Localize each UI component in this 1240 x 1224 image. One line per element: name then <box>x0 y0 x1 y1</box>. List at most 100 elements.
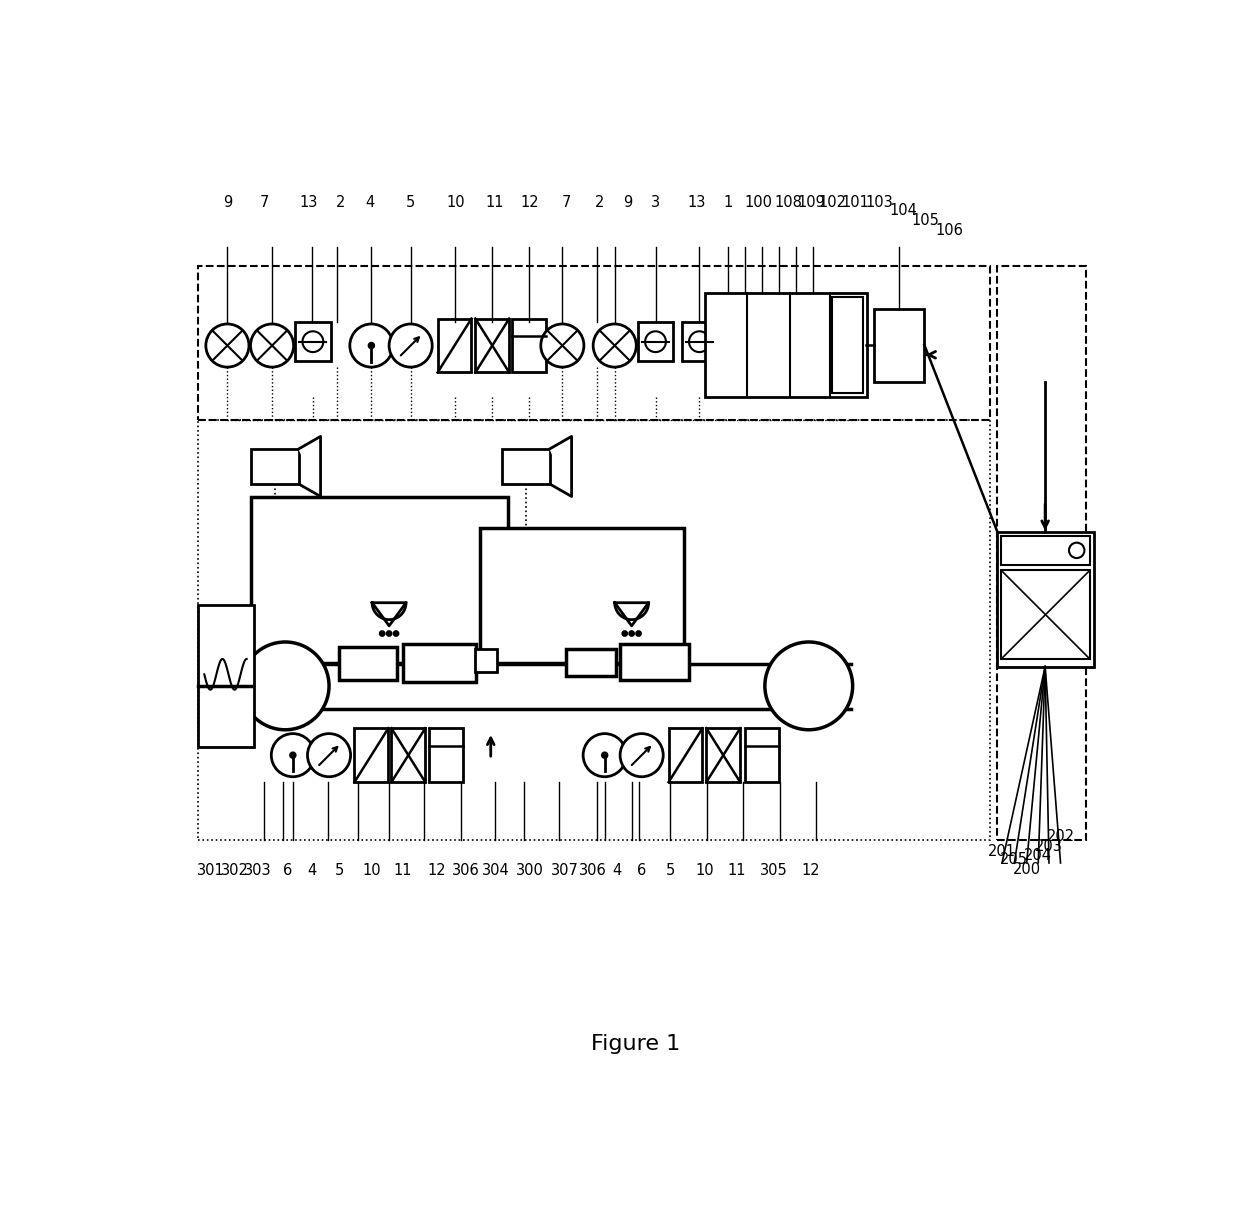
Circle shape <box>622 632 627 635</box>
Bar <box>682 322 717 361</box>
Text: 13: 13 <box>688 195 707 209</box>
Text: 6: 6 <box>637 863 646 878</box>
Bar <box>707 728 740 782</box>
Bar <box>250 497 508 662</box>
Text: 5: 5 <box>666 863 675 878</box>
Circle shape <box>290 753 295 758</box>
Text: 9: 9 <box>624 195 632 209</box>
Circle shape <box>620 733 663 777</box>
Circle shape <box>645 332 666 353</box>
Bar <box>295 322 331 361</box>
Bar <box>874 308 924 382</box>
Text: 109: 109 <box>797 195 825 209</box>
Bar <box>997 267 1086 840</box>
Text: 12: 12 <box>521 195 539 209</box>
Bar <box>668 728 703 782</box>
Bar <box>198 605 253 748</box>
Polygon shape <box>615 602 649 625</box>
Text: 4: 4 <box>613 863 621 878</box>
Text: 4: 4 <box>366 195 374 209</box>
Text: 102: 102 <box>818 195 847 209</box>
Text: 10: 10 <box>696 863 714 878</box>
Bar <box>502 449 551 485</box>
Text: 101: 101 <box>842 195 869 209</box>
Text: 12: 12 <box>802 863 821 878</box>
Circle shape <box>1069 542 1085 558</box>
Bar <box>704 294 867 397</box>
Text: 205: 205 <box>1001 852 1028 867</box>
Bar <box>438 318 471 372</box>
Bar <box>355 728 388 782</box>
Circle shape <box>583 733 626 777</box>
Circle shape <box>308 733 351 777</box>
Bar <box>429 728 463 782</box>
Text: 106: 106 <box>936 223 963 237</box>
Bar <box>480 528 684 662</box>
Text: 7: 7 <box>259 195 269 209</box>
Polygon shape <box>372 602 405 625</box>
Bar <box>1001 536 1090 565</box>
Bar <box>198 267 990 420</box>
Bar <box>637 322 673 361</box>
Circle shape <box>541 324 584 367</box>
Circle shape <box>303 332 324 353</box>
Text: 2: 2 <box>336 195 345 209</box>
Bar <box>475 318 510 372</box>
Circle shape <box>350 324 393 367</box>
Bar <box>567 649 616 676</box>
Text: 200: 200 <box>1013 862 1040 876</box>
Bar <box>392 728 425 782</box>
Text: 11: 11 <box>485 195 503 209</box>
Bar <box>745 728 779 782</box>
Text: 2: 2 <box>595 195 604 209</box>
Text: 3: 3 <box>651 195 660 209</box>
Bar <box>997 532 1094 667</box>
Bar <box>832 297 863 393</box>
Bar <box>403 644 476 682</box>
Text: 13: 13 <box>299 195 317 209</box>
Text: 12: 12 <box>428 863 446 878</box>
Text: 10: 10 <box>363 863 382 878</box>
Circle shape <box>272 733 315 777</box>
Circle shape <box>689 332 709 353</box>
Circle shape <box>368 343 374 349</box>
Text: 108: 108 <box>774 195 802 209</box>
Circle shape <box>765 643 853 730</box>
Text: 302: 302 <box>221 863 249 878</box>
Circle shape <box>242 643 329 730</box>
Circle shape <box>593 324 636 367</box>
Text: 201: 201 <box>988 843 1016 859</box>
Text: 105: 105 <box>911 213 940 228</box>
Circle shape <box>379 632 384 635</box>
Text: 202: 202 <box>1047 830 1075 845</box>
Polygon shape <box>551 437 572 497</box>
Text: 5: 5 <box>335 863 343 878</box>
Circle shape <box>630 632 634 635</box>
Circle shape <box>206 324 249 367</box>
Text: 5: 5 <box>405 195 415 209</box>
Text: 7: 7 <box>562 195 570 209</box>
Text: 300: 300 <box>516 863 544 878</box>
Text: 6: 6 <box>283 863 293 878</box>
Polygon shape <box>299 437 321 497</box>
Bar <box>512 318 546 372</box>
Text: 9: 9 <box>223 195 232 209</box>
Bar <box>252 449 299 485</box>
Text: 307: 307 <box>551 863 579 878</box>
Text: 305: 305 <box>760 863 787 878</box>
Circle shape <box>250 324 294 367</box>
Text: 10: 10 <box>446 195 465 209</box>
Text: Figure 1: Figure 1 <box>591 1034 680 1054</box>
Circle shape <box>394 632 398 635</box>
Bar <box>339 647 397 679</box>
Text: 203: 203 <box>1035 838 1063 853</box>
Bar <box>620 644 689 681</box>
Bar <box>198 420 990 840</box>
Text: 11: 11 <box>728 863 746 878</box>
Text: 100: 100 <box>745 195 773 209</box>
Circle shape <box>387 632 392 635</box>
Text: 11: 11 <box>394 863 412 878</box>
Circle shape <box>636 632 641 635</box>
Bar <box>475 649 497 672</box>
Text: 303: 303 <box>244 863 272 878</box>
